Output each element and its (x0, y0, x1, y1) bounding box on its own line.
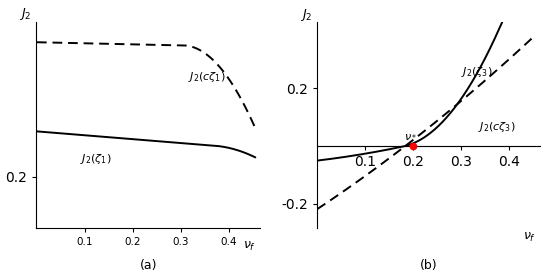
Text: $J_2(c\zeta_3)$: $J_2(c\zeta_3)$ (478, 120, 515, 134)
Text: $\nu_*$: $\nu_*$ (404, 131, 417, 141)
Text: $J_2$: $J_2$ (19, 6, 32, 21)
Text: $J_2(c\zeta_1)$: $J_2(c\zeta_1)$ (188, 70, 225, 84)
Text: $J_2$: $J_2$ (300, 7, 312, 23)
Text: (a): (a) (140, 259, 157, 272)
Text: $J_2(\zeta_3)$: $J_2(\zeta_3)$ (461, 65, 492, 79)
Text: $\nu_f$: $\nu_f$ (242, 240, 256, 253)
Text: $J_2(\zeta_1)$: $J_2(\zeta_1)$ (80, 152, 111, 166)
Text: $\nu_f$: $\nu_f$ (523, 231, 536, 244)
Text: (b): (b) (420, 259, 437, 272)
